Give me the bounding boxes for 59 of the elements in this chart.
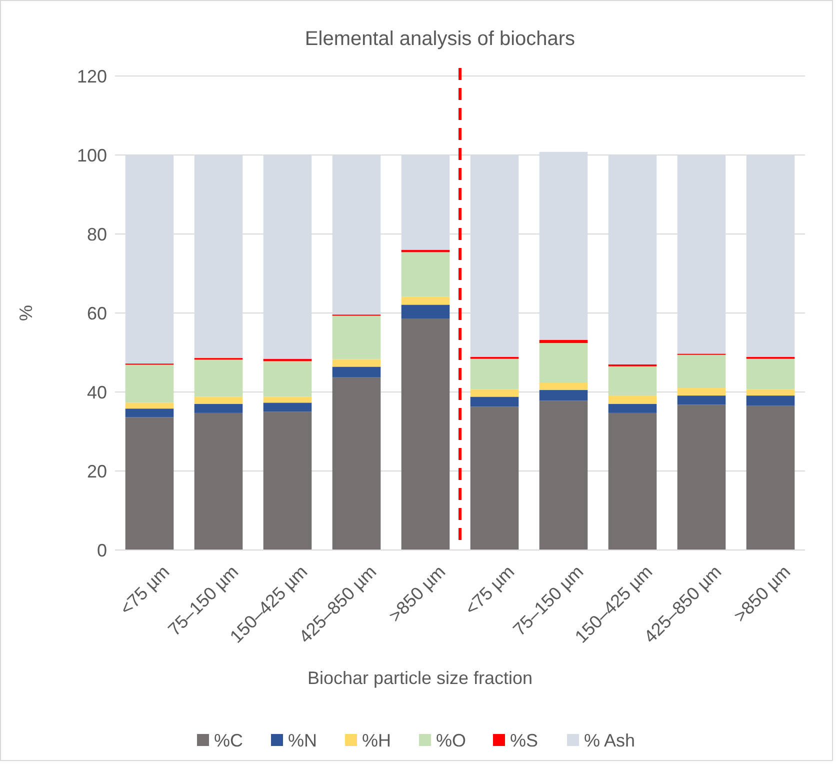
bar — [746, 406, 795, 550]
bar — [608, 404, 657, 413]
bar — [194, 412, 243, 550]
bar — [539, 400, 588, 550]
bar — [677, 388, 726, 396]
bar — [401, 296, 450, 305]
bar — [401, 252, 450, 297]
bar — [194, 396, 243, 404]
bar — [125, 364, 174, 403]
legend-label: % Ash — [584, 730, 636, 750]
bar — [125, 408, 174, 418]
bar — [608, 412, 657, 550]
x-tick-label: <75 µm — [461, 562, 518, 619]
bar — [401, 318, 450, 550]
bar — [332, 359, 381, 367]
bar — [539, 343, 588, 383]
y-axis-title: % — [16, 304, 36, 322]
legend-label: %H — [362, 730, 392, 750]
bar — [470, 358, 519, 390]
bar — [332, 377, 381, 550]
legend-label: %N — [288, 730, 318, 750]
bar — [194, 404, 243, 413]
bar — [332, 316, 381, 360]
y-tick-label: 60 — [86, 303, 107, 324]
x-axis-title: Biochar particle size fraction — [307, 668, 533, 688]
bar — [608, 396, 657, 404]
bar — [470, 406, 519, 550]
bar — [677, 354, 726, 388]
chart-title: Elemental analysis of biochars — [304, 28, 576, 50]
bar — [677, 396, 726, 405]
bar — [608, 366, 657, 396]
y-tick-label: 120 — [76, 66, 107, 86]
bar — [539, 340, 588, 344]
bar — [263, 396, 312, 403]
legend-label: %S — [510, 730, 538, 750]
bar — [470, 389, 519, 397]
bar — [332, 366, 381, 378]
bar — [539, 390, 588, 401]
y-tick-label: 0 — [96, 540, 107, 560]
bar — [263, 361, 312, 397]
bar — [677, 404, 726, 550]
y-tick-label: 20 — [86, 461, 107, 482]
y-tick-label: 80 — [86, 224, 107, 244]
bar — [539, 382, 588, 390]
bar — [263, 412, 312, 550]
bar — [746, 396, 795, 406]
legend-label: %O — [436, 730, 466, 750]
bar — [125, 417, 174, 550]
y-tick-label: 100 — [76, 145, 107, 166]
bar — [125, 402, 174, 409]
bar — [194, 360, 243, 397]
bar — [746, 389, 795, 396]
x-tick-label: <75 µm — [116, 562, 174, 619]
legend-label: %C — [214, 730, 244, 750]
bar — [263, 402, 312, 412]
bar — [746, 358, 795, 390]
bar — [401, 304, 450, 319]
y-tick-label: 40 — [86, 382, 107, 402]
bar — [470, 396, 519, 407]
